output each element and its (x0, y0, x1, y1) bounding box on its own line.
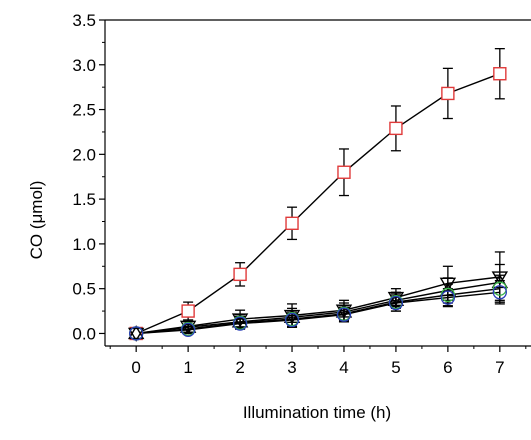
x-tick-label: 6 (443, 358, 452, 377)
data-point-triangle-up (127, 325, 145, 340)
y-tick-label: 1.0 (72, 235, 96, 254)
y-tick-label: 2.5 (72, 101, 96, 120)
series-line (136, 281, 500, 335)
y-tick-label: 3.5 (72, 11, 96, 30)
data-point-square (233, 267, 247, 282)
x-axis-label: Illumination time (h) (243, 403, 391, 422)
data-point-circle (180, 322, 196, 338)
x-tick-label: 3 (287, 358, 296, 377)
data-point-triangle-down (127, 327, 145, 342)
x-tick-label: 0 (131, 358, 140, 377)
data-point-triangle-up (283, 308, 301, 324)
data-point-triangle-down (491, 271, 509, 286)
data-point-circle (388, 295, 404, 311)
data-point-triangle-up (387, 291, 405, 307)
series-line (136, 288, 500, 335)
data-point-triangle-up (231, 313, 249, 328)
y-tick-label: 0.0 (72, 324, 96, 343)
data-point-square (181, 304, 195, 318)
plot-lines (135, 73, 501, 335)
data-point-circle (492, 285, 507, 300)
x-tick-label: 4 (339, 358, 348, 377)
plot-markers (127, 67, 509, 342)
data-point-triangle-up (491, 274, 509, 289)
data-point-circle (440, 290, 456, 305)
data-point-circle (129, 326, 144, 341)
x-tick-label: 7 (495, 358, 504, 377)
y-tick-label: 2.0 (72, 145, 96, 164)
data-point-square (337, 165, 351, 179)
x-tick-label: 2 (235, 358, 244, 377)
data-point-square (441, 86, 455, 101)
x-tick-label: 1 (183, 358, 192, 377)
x-tick-label: 5 (391, 358, 400, 377)
y-axis-label: CO (μmol) (27, 181, 46, 260)
data-point-circle (284, 312, 300, 328)
y-tick-label: 1.5 (72, 190, 96, 209)
ticks: 0 1 2 3 4 5 6 7 0.0 0.5 1.0 1.5 2.0 2.5 3.0 3.5 (72, 11, 527, 377)
data-point-square (493, 67, 507, 81)
y-tick-label: 3.0 (72, 56, 96, 75)
data-point-triangle-up (179, 318, 197, 333)
data-point-triangle-up (335, 303, 353, 318)
data-point-triangle-down (439, 277, 457, 292)
data-point-circle (232, 316, 248, 331)
series-line (136, 276, 500, 335)
data-point-circle (336, 307, 352, 322)
data-point-circle (492, 281, 507, 296)
series-line (136, 291, 500, 335)
data-point-square (389, 121, 403, 136)
series-line (135, 73, 501, 335)
y-tick-label: 0.5 (72, 280, 96, 299)
data-point-square (285, 216, 299, 231)
